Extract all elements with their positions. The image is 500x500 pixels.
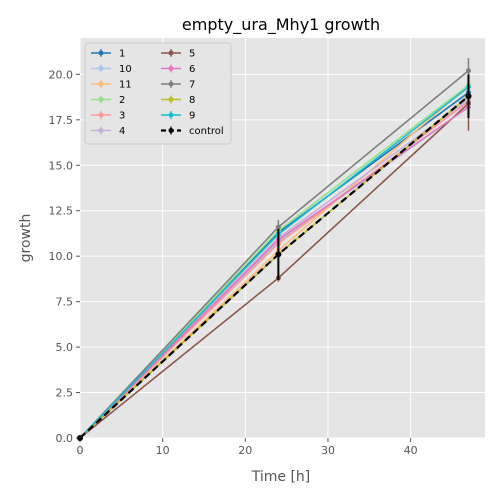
data-point	[275, 251, 282, 258]
x-axis-label: Time [h]	[251, 469, 311, 485]
legend: 1 10 11 2 3 4 5 6 7 8 9 control	[84, 42, 232, 145]
y-tick-label: 15.0	[49, 159, 74, 172]
legend-swatch-marker	[168, 97, 174, 102]
legend-label: 10	[119, 64, 132, 75]
legend-swatch-marker	[168, 50, 174, 56]
legend-swatch-marker	[168, 112, 174, 118]
legend-label: 11	[119, 80, 132, 91]
data-point	[465, 93, 472, 100]
y-tick-label: 5.0	[56, 341, 74, 354]
x-tick-label: 10	[156, 444, 170, 457]
legend-label: 7	[189, 80, 195, 91]
y-tick-label: 12.5	[49, 205, 74, 218]
x-tick-label: 40	[404, 444, 418, 457]
grid	[79, 38, 485, 439]
chart-title: empty_ura_Mhy1 growth	[182, 15, 380, 35]
legend-label: 9	[189, 111, 195, 122]
legend-label: 5	[189, 49, 195, 60]
series-control	[77, 74, 472, 441]
y-axis-label: growth	[18, 214, 34, 263]
legend-swatch-marker	[168, 66, 174, 71]
legend-swatch-marker	[98, 112, 104, 118]
series-lines	[77, 58, 472, 441]
legend-swatch-marker	[168, 128, 174, 133]
legend-swatch-marker	[168, 81, 174, 87]
x-tick-label: 0	[77, 444, 84, 457]
legend-swatch-marker	[98, 50, 104, 56]
legend-box	[84, 42, 232, 145]
legend-swatch-marker	[98, 66, 104, 71]
y-tick-label: 7.5	[56, 296, 74, 309]
legend-label: 2	[119, 95, 125, 106]
y-tick-label: 17.5	[49, 114, 74, 127]
data-point	[77, 435, 83, 441]
legend-swatch-marker	[98, 128, 104, 133]
legend-swatch-marker	[98, 81, 104, 87]
legend-label: 4	[119, 126, 125, 137]
x-tick-label: 20	[238, 444, 252, 457]
y-tick-label: 10.0	[49, 250, 74, 263]
data-point	[465, 68, 471, 74]
legend-label: control	[189, 126, 224, 137]
legend-swatch-marker	[98, 97, 104, 102]
x-tick-label: 30	[321, 444, 335, 457]
x-axis-ticks: 0 10 20 30 40	[77, 438, 418, 457]
y-tick-label: 20.0	[49, 68, 74, 81]
data-point	[275, 224, 281, 230]
legend-label: 1	[119, 49, 125, 60]
y-tick-label: 2.5	[56, 387, 74, 400]
legend-label: 3	[119, 111, 125, 122]
legend-label: 8	[189, 95, 195, 106]
legend-label: 6	[189, 64, 195, 75]
y-tick-label: 0.0	[56, 432, 74, 445]
y-axis-ticks: 0.0 2.5 5.0 7.5 10.0 12.5 15.0 17.5 20.0	[49, 68, 80, 445]
